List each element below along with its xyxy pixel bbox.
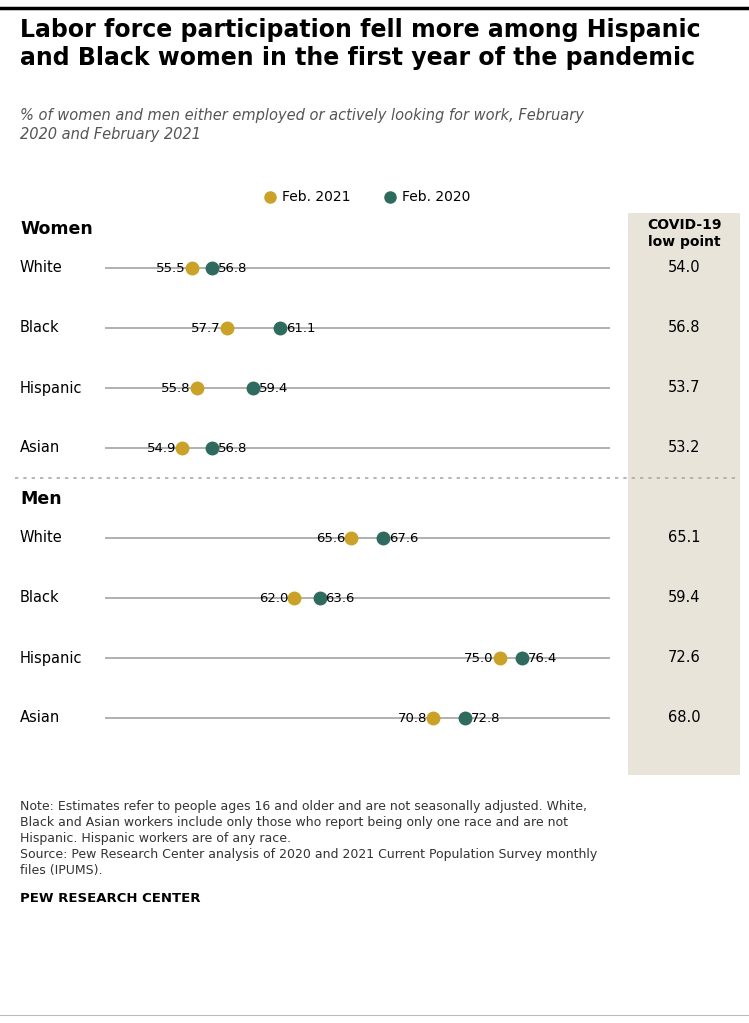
Text: 57.7: 57.7 — [191, 321, 220, 335]
Text: 70.8: 70.8 — [398, 712, 427, 724]
Text: 61.1: 61.1 — [286, 321, 315, 335]
Text: 55.8: 55.8 — [161, 382, 190, 395]
Text: 65.1: 65.1 — [668, 531, 700, 545]
Text: 54.0: 54.0 — [667, 261, 700, 275]
Text: Feb. 2021: Feb. 2021 — [282, 190, 351, 204]
Text: Black: Black — [20, 320, 60, 336]
Text: PEW RESEARCH CENTER: PEW RESEARCH CENTER — [20, 892, 201, 905]
Text: Asian: Asian — [20, 711, 60, 725]
Text: 56.8: 56.8 — [218, 442, 248, 454]
Text: Hispanic: Hispanic — [20, 381, 82, 396]
Text: Women: Women — [20, 220, 93, 238]
Text: White: White — [20, 261, 63, 275]
Text: 72.6: 72.6 — [667, 651, 700, 666]
Text: 62.0: 62.0 — [259, 591, 288, 605]
Text: Labor force participation fell more among Hispanic
and Black women in the first : Labor force participation fell more amon… — [20, 18, 700, 70]
Text: 54.9: 54.9 — [147, 442, 176, 454]
Text: Black and Asian workers include only those who report being only one race and ar: Black and Asian workers include only tho… — [20, 816, 568, 829]
Text: 59.4: 59.4 — [259, 382, 288, 395]
Text: 53.7: 53.7 — [668, 381, 700, 396]
Text: White: White — [20, 531, 63, 545]
Text: Feb. 2020: Feb. 2020 — [402, 190, 470, 204]
Text: Hispanic. Hispanic workers are of any race.: Hispanic. Hispanic workers are of any ra… — [20, 832, 291, 845]
Text: 72.8: 72.8 — [471, 712, 500, 724]
Text: 59.4: 59.4 — [668, 590, 700, 606]
Text: 67.6: 67.6 — [389, 532, 418, 544]
Text: Men: Men — [20, 490, 61, 508]
Text: Source: Pew Research Center analysis of 2020 and 2021 Current Population Survey : Source: Pew Research Center analysis of … — [20, 848, 597, 861]
Text: 53.2: 53.2 — [668, 441, 700, 455]
Text: 55.5: 55.5 — [157, 262, 186, 274]
Text: 76.4: 76.4 — [527, 652, 557, 665]
Text: 68.0: 68.0 — [667, 711, 700, 725]
Text: 63.6: 63.6 — [326, 591, 355, 605]
Bar — [628, 213, 740, 775]
Text: 65.6: 65.6 — [316, 532, 345, 544]
Text: files (IPUMS).: files (IPUMS). — [20, 864, 103, 877]
Text: 56.8: 56.8 — [218, 262, 248, 274]
Text: Asian: Asian — [20, 441, 60, 455]
Text: % of women and men either employed or actively looking for work, February
2020 a: % of women and men either employed or ac… — [20, 108, 584, 142]
Text: COVID-19
low point: COVID-19 low point — [646, 218, 721, 250]
Text: 56.8: 56.8 — [668, 320, 700, 336]
Text: 75.0: 75.0 — [464, 652, 494, 665]
Text: Hispanic: Hispanic — [20, 651, 82, 666]
Text: Note: Estimates refer to people ages 16 and older and are not seasonally adjuste: Note: Estimates refer to people ages 16 … — [20, 800, 587, 813]
Text: Black: Black — [20, 590, 60, 606]
